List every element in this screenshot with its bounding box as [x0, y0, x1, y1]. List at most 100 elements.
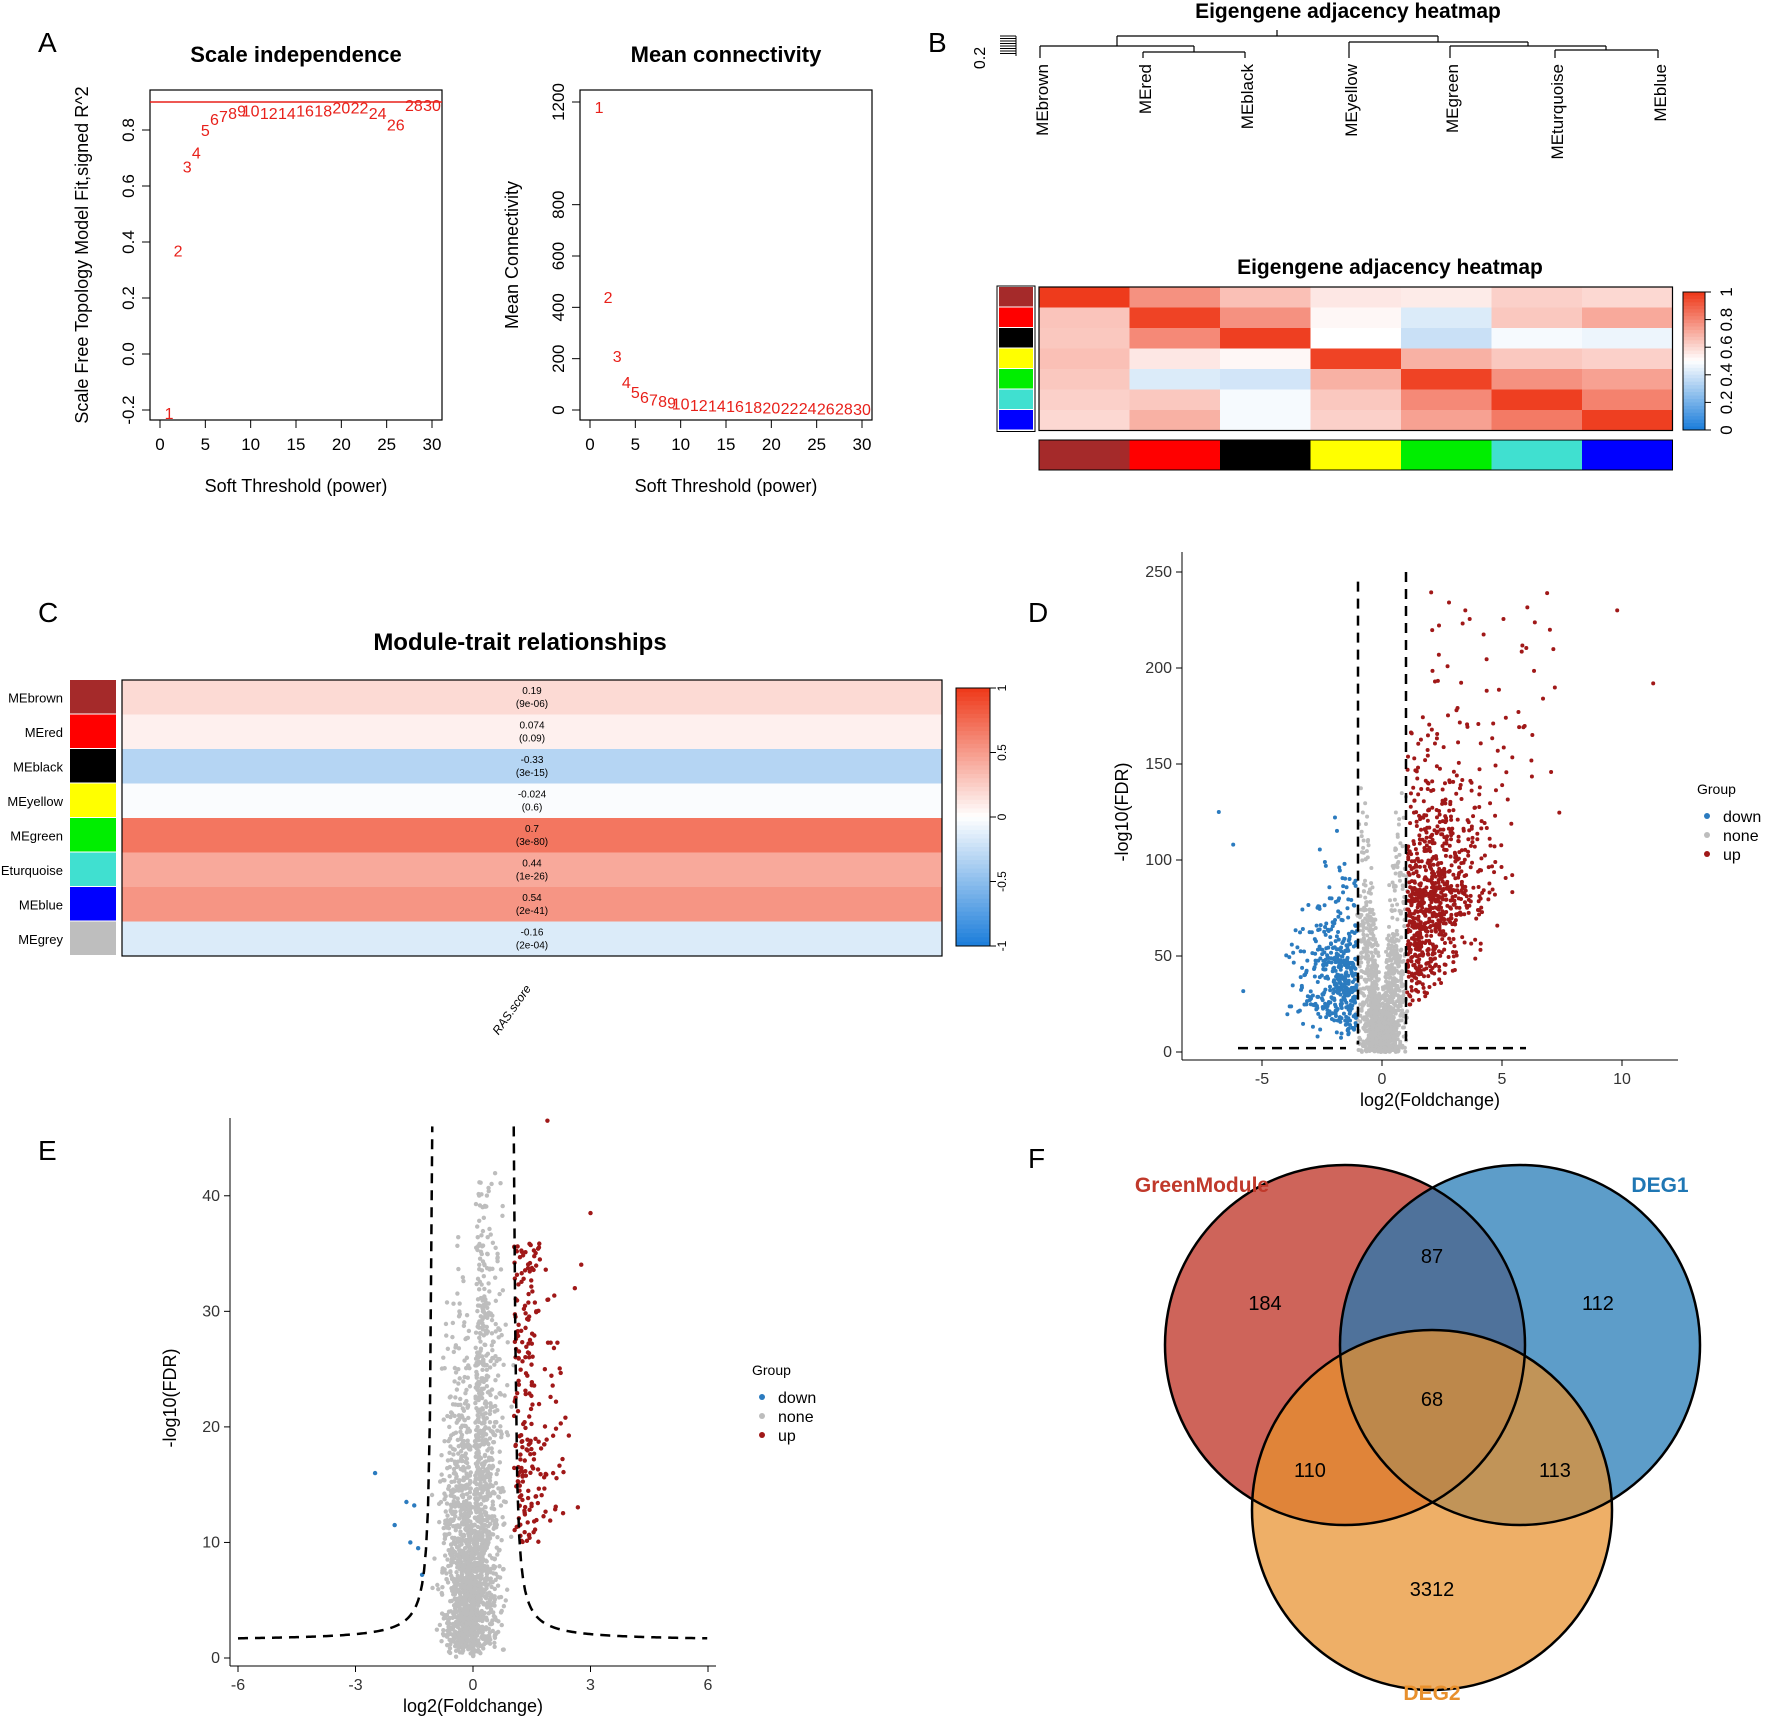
point-none	[1364, 900, 1369, 905]
point-up	[1456, 740, 1461, 745]
point-up	[1439, 860, 1444, 865]
point-up	[1417, 901, 1422, 906]
data-point-label: 10	[672, 397, 690, 414]
point-none	[481, 1475, 487, 1480]
legend-gradient-step	[1683, 371, 1705, 376]
point-none	[1369, 957, 1374, 962]
point-up	[1420, 837, 1425, 842]
point-up	[1447, 808, 1452, 813]
point-up	[1510, 755, 1515, 760]
point-up	[1551, 647, 1556, 652]
x-tick-label: 5	[631, 435, 640, 454]
point-up	[1411, 865, 1416, 870]
point-down	[1328, 935, 1333, 940]
point-none	[485, 1591, 490, 1596]
heatmap-cell	[1491, 410, 1583, 431]
point-none	[452, 1606, 458, 1611]
point-none	[1386, 1041, 1391, 1046]
point-up	[1463, 608, 1468, 613]
point-up	[1416, 922, 1421, 927]
point-up	[1439, 870, 1444, 875]
legend-gradient-step	[1683, 398, 1705, 403]
point-none	[1373, 947, 1378, 952]
panel-label-a: A	[38, 27, 57, 58]
point-none	[1391, 971, 1396, 976]
x-tick-label: -5	[1255, 1071, 1269, 1088]
data-point-label: 20	[332, 101, 350, 118]
point-up	[1420, 940, 1425, 945]
heatmap-cell	[1491, 389, 1583, 411]
point-none	[464, 1580, 469, 1585]
point-up	[1416, 895, 1421, 900]
legend-gradient-step	[1683, 357, 1705, 362]
point-up	[1545, 591, 1550, 596]
y-axis-label: Scale Free Topology Model Fit,signed R^2	[72, 86, 92, 423]
point-up	[1448, 814, 1453, 819]
point-none	[1392, 897, 1397, 902]
point-up	[1428, 923, 1433, 928]
point-none	[491, 1506, 497, 1512]
point-up	[1416, 741, 1421, 746]
point-up	[1454, 953, 1459, 958]
point-up	[1417, 947, 1422, 952]
point-up	[1429, 876, 1434, 881]
point-none	[479, 1518, 485, 1524]
point-up	[1419, 786, 1424, 791]
point-up	[1405, 754, 1410, 759]
point-none	[1366, 941, 1371, 946]
point-up	[1414, 819, 1419, 824]
heatmap-cell	[1039, 410, 1130, 431]
point-none	[1399, 981, 1404, 986]
point-up	[1466, 853, 1471, 858]
point-none	[1393, 978, 1398, 983]
point-none	[487, 1408, 493, 1413]
point-none	[442, 1536, 448, 1542]
legend-gradient-step	[1683, 354, 1705, 359]
x-tick-label: 25	[807, 435, 826, 454]
point-down	[1354, 983, 1359, 988]
legend-gradient-step	[956, 881, 990, 887]
dendrogram-leaf-label: MEyellow	[1342, 63, 1361, 136]
legend-gradient-step	[956, 885, 990, 891]
point-up	[1444, 841, 1449, 846]
point-none	[479, 1233, 484, 1238]
point-up	[1433, 962, 1438, 967]
point-down	[1322, 990, 1327, 995]
point-none	[444, 1577, 449, 1582]
point-up	[1437, 949, 1442, 954]
legend-gradient-step	[956, 924, 990, 930]
point-none	[478, 1339, 483, 1344]
point-none	[476, 1325, 482, 1330]
point-down	[1338, 1019, 1343, 1024]
point-none	[1384, 979, 1389, 984]
point-none	[482, 1262, 487, 1268]
column-color-swatch	[1582, 440, 1673, 470]
point-up	[1408, 919, 1413, 924]
point-up	[1427, 825, 1432, 830]
point-none	[466, 1328, 472, 1334]
legend-gradient-step	[1683, 416, 1705, 421]
legend-gradient-step	[956, 920, 990, 925]
point-none	[497, 1449, 502, 1454]
point-none	[457, 1577, 462, 1582]
x-tick-label: 0	[469, 1677, 478, 1694]
point-up	[1430, 970, 1435, 975]
point-none	[495, 1552, 500, 1557]
point-none	[1366, 1033, 1371, 1038]
point-none	[1369, 881, 1374, 886]
trait-cell	[122, 818, 942, 853]
point-up	[1477, 804, 1482, 809]
legend-frame	[1682, 291, 1706, 431]
point-none	[1399, 984, 1404, 989]
point-up	[1547, 627, 1552, 632]
point-none	[460, 1566, 465, 1572]
point-up	[1470, 835, 1475, 840]
point-none	[1368, 899, 1373, 904]
point-up	[1430, 906, 1435, 911]
point-up	[1467, 903, 1472, 908]
point-up	[1464, 894, 1469, 899]
point-none	[1372, 961, 1377, 966]
point-down	[1351, 963, 1356, 968]
legend-gradient-step	[1683, 340, 1705, 345]
point-up	[1423, 758, 1428, 763]
